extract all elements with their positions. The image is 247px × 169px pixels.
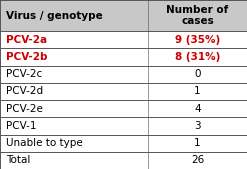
Text: 4: 4 [194,104,201,114]
Text: Unable to type: Unable to type [6,138,83,148]
Text: PCV-2a: PCV-2a [6,35,47,45]
Text: PCV-2e: PCV-2e [6,104,43,114]
Text: 1: 1 [194,138,201,148]
Text: 0: 0 [194,69,201,79]
Text: 26: 26 [191,155,204,165]
Text: Total: Total [6,155,31,165]
Text: PCV-1: PCV-1 [6,121,37,131]
Text: 3: 3 [194,121,201,131]
Text: 9 (35%): 9 (35%) [175,35,220,45]
Bar [0,0,247,31]
Text: Virus / genotype: Virus / genotype [6,10,103,20]
Text: 8 (31%): 8 (31%) [175,52,220,62]
Text: Number of
cases: Number of cases [166,5,229,26]
Text: 1: 1 [194,86,201,96]
Text: PCV-2d: PCV-2d [6,86,43,96]
Text: PCV-2c: PCV-2c [6,69,42,79]
Text: PCV-2b: PCV-2b [6,52,48,62]
